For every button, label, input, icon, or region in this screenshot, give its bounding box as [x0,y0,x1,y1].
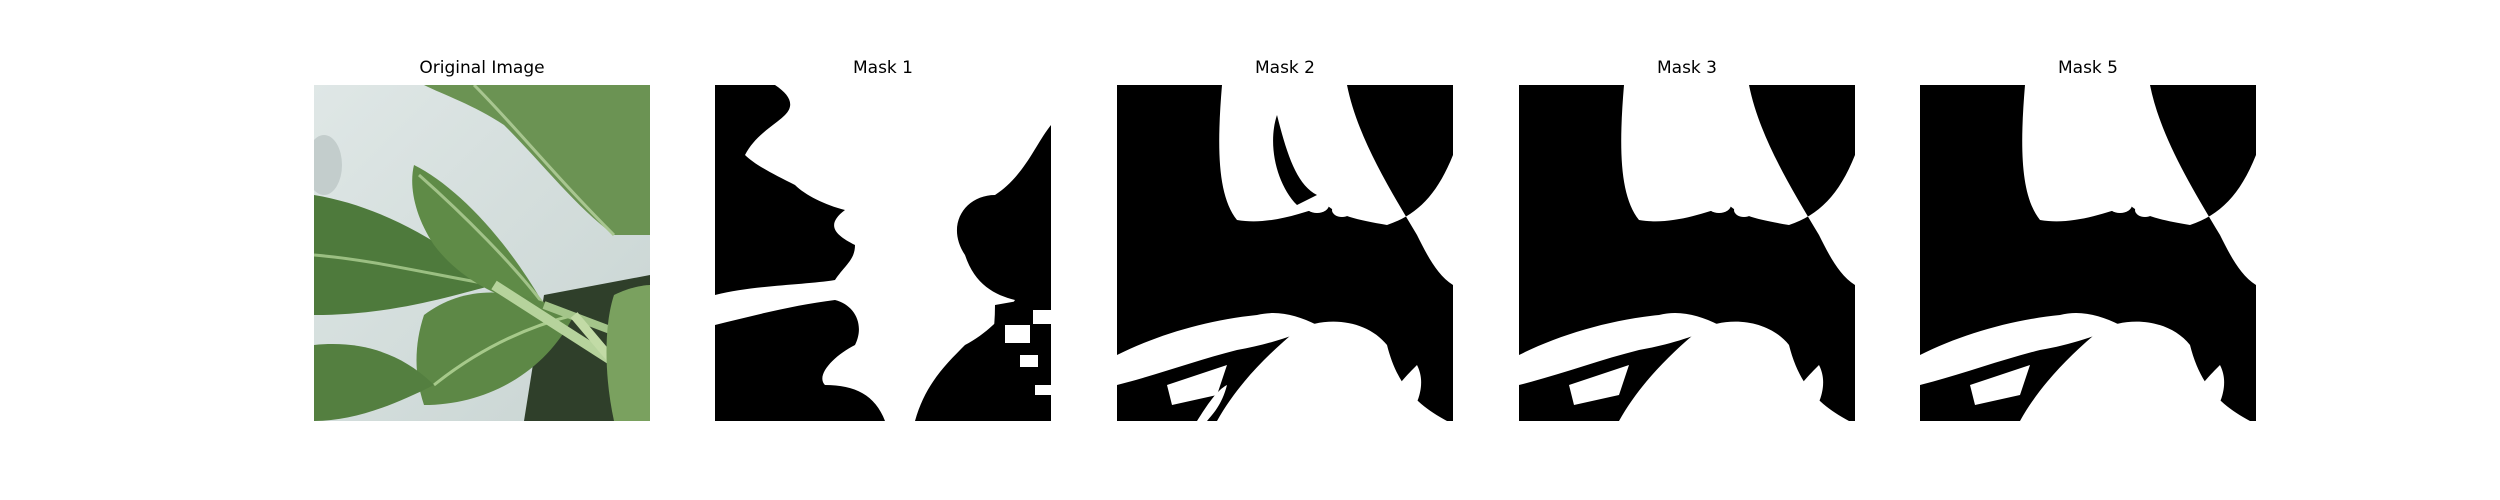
panel-title-mask-3: Mask 3 [1656,58,1717,78]
mask-2-image [1117,85,1453,421]
mask-1-svg [715,85,1051,421]
mask-2-svg [1117,85,1453,421]
panel-title-mask-2: Mask 2 [1254,58,1315,78]
original-image-svg [314,85,650,421]
panel-title-original: Original Image [419,58,545,78]
original-image [314,85,650,421]
mask-3-svg [1519,85,1855,421]
mask-5-svg [1920,85,2256,421]
panel-title-mask-1: Mask 1 [852,58,913,78]
mask-3-image [1519,85,1855,421]
panel-title-mask-5: Mask 5 [2057,58,2118,78]
mask-1-image [715,85,1051,421]
mask-5-image [1920,85,2256,421]
